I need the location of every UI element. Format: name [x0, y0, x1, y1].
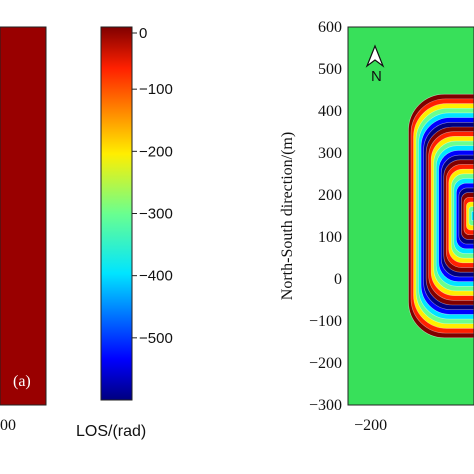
north-arrow-icon [365, 44, 385, 68]
y-ticks: 600 500 400 300 200 100 0 −100 −200 −300 [309, 19, 353, 414]
panel-b: North-South direction/(m) 600 500 400 300 20… [279, 19, 474, 434]
colorbar-ticks: 0 −100 −200 −300 −400 −500 [132, 25, 173, 347]
colorbar-tick-label: −300 [139, 206, 173, 223]
north-arrow-label: N [371, 68, 382, 85]
panel-a-heatmap [0, 26, 47, 406]
y-tick-label: −100 [309, 313, 342, 330]
panel-a: (a) 00 [0, 26, 47, 434]
colorbar-tick-label: −100 [139, 81, 173, 98]
y-axis-label: North-South direction/(m) [279, 132, 296, 300]
colorbar-label: LOS/(rad) [76, 423, 146, 440]
fringe-ring [471, 211, 474, 221]
y-tick-label: 300 [318, 145, 342, 162]
plot-frame [347, 26, 474, 406]
y-tick-label: 100 [318, 229, 342, 246]
colorbar-gradient [100, 26, 133, 401]
panel-a-label: (a) [13, 373, 31, 390]
colorbar: 0 −100 −200 −300 −400 −500 LOS/(rad) [76, 25, 173, 440]
x-tick-label: −200 [354, 417, 387, 434]
y-tick-label: 400 [318, 103, 342, 120]
y-tick-label: −200 [309, 355, 342, 372]
plot-area [348, 27, 474, 405]
colorbar-tick-label: −500 [139, 330, 173, 347]
y-tick-label: 500 [318, 61, 342, 78]
y-tick-label: −300 [309, 397, 342, 414]
y-tick-label: 200 [318, 187, 342, 204]
colorbar-tick-label: −200 [139, 143, 173, 160]
colorbar-tick-label: −400 [139, 268, 173, 285]
fringe-rings [408, 93, 474, 339]
north-arrow: N [365, 44, 385, 85]
y-tick-label: 600 [318, 19, 342, 36]
colorbar-tick-label: 0 [139, 25, 147, 42]
panel-a-xtick: 00 [0, 417, 16, 434]
y-tick-label: 0 [334, 271, 342, 288]
